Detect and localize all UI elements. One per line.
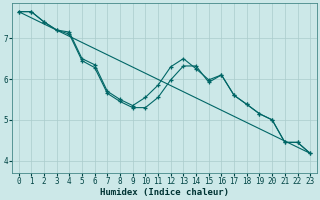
X-axis label: Humidex (Indice chaleur): Humidex (Indice chaleur) [100,188,229,197]
